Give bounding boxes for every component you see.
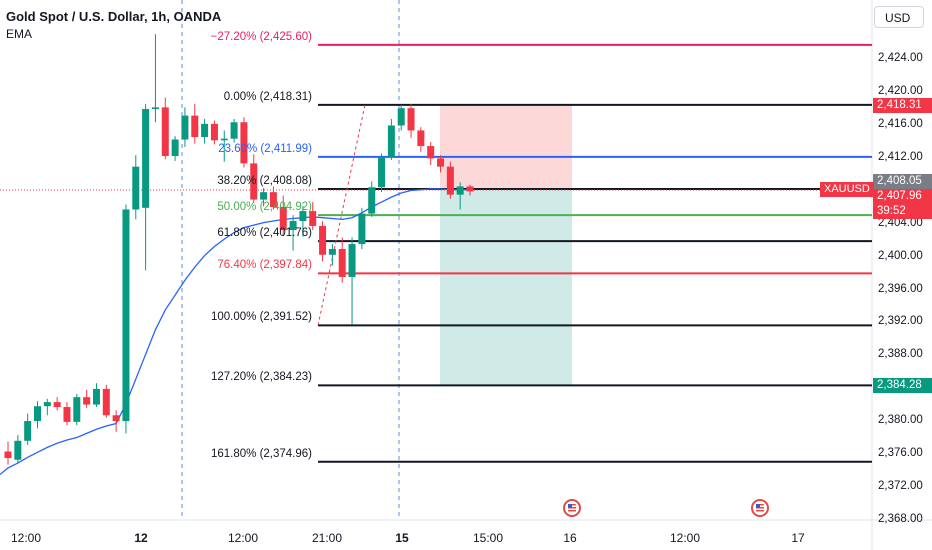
price-tick-label: 2,392.00: [878, 315, 923, 328]
candle-down: [191, 115, 199, 138]
candle-down: [446, 166, 454, 195]
price-tick-label: 2,372.00: [878, 480, 923, 493]
candle-up: [289, 220, 297, 231]
stop-loss-zone: [440, 104, 572, 190]
candle-down: [466, 186, 474, 192]
fib-level-label: −27.20% (2,425.60): [210, 30, 312, 43]
time-tick-label: 15: [395, 531, 409, 545]
indicator-label[interactable]: EMA: [6, 27, 33, 41]
candle-up: [260, 192, 268, 200]
ema-line: [0, 188, 471, 476]
time-tick-label: 21:00: [311, 531, 343, 545]
candle-down: [407, 108, 415, 131]
price-tick-label: 2,376.00: [878, 447, 923, 460]
candle-up: [220, 138, 228, 141]
candle-down: [83, 397, 91, 405]
candle-up: [201, 123, 209, 138]
fib-level-label: 127.20% (2,384.23): [210, 371, 312, 384]
candle-down: [53, 402, 61, 408]
price-tick-label: 2,424.00: [878, 52, 923, 64]
fib-level-label: 100.00% (2,391.52): [210, 311, 312, 324]
us-flag-event-icon[interactable]: [563, 499, 581, 517]
entry-price-tag: 2,408.05: [873, 174, 932, 190]
target-price-tag: 2,384.28: [873, 377, 932, 393]
candle-up: [73, 397, 81, 422]
fib-level-label: 161.80% (2,374.96): [210, 447, 312, 460]
candle-up: [299, 211, 307, 221]
price-tick-label: 2,396.00: [878, 282, 923, 295]
candle-down: [210, 123, 218, 141]
symbol-price-tag: XAUUSD: [820, 182, 874, 197]
candle-up: [348, 244, 356, 277]
candle-up: [456, 186, 464, 195]
price-tick-label: 2,412.00: [878, 150, 923, 163]
fib-level-label: 38.20% (2,408.08): [217, 175, 312, 188]
candle-down: [240, 122, 248, 164]
time-tick-label: 12: [134, 531, 148, 545]
price-tick-label: 2,416.00: [878, 117, 923, 130]
candle-down: [279, 207, 287, 231]
candle-up: [151, 107, 159, 110]
time-tick-label: 17: [791, 531, 805, 545]
price-tick-label: 2,404.00: [878, 216, 923, 229]
candle-down: [319, 225, 327, 255]
candle-up: [33, 406, 41, 422]
candle-up: [142, 109, 150, 208]
current-price-value: 2,407.96: [877, 190, 922, 203]
candle-down: [338, 248, 346, 277]
fib-level-label: 76.40% (2,397.84): [217, 259, 312, 272]
candle-down: [309, 211, 317, 226]
candle-down: [417, 130, 425, 147]
candle-down: [112, 415, 120, 422]
candle-up: [43, 402, 51, 407]
candle-down: [102, 388, 110, 416]
price-tick-label: 2,400.00: [878, 249, 923, 262]
candle-up: [92, 388, 100, 405]
time-tick-label: 15:00: [472, 531, 504, 545]
candle-up: [387, 125, 395, 157]
fib-level-label: 50.00% (2,404.92): [217, 201, 312, 214]
candle-up: [122, 209, 130, 422]
candle-up: [397, 108, 405, 126]
candle-up: [230, 122, 238, 139]
candle-up: [328, 248, 336, 255]
candle-up: [24, 421, 32, 441]
take-profit-zone: [440, 189, 572, 385]
fib-level-label: 0.00% (2,418.31): [223, 90, 312, 103]
candle-down: [4, 451, 12, 459]
price-tick-label: 2,420.00: [878, 84, 923, 97]
fib-trend-line: [317, 104, 366, 326]
candle-down: [269, 192, 277, 208]
symbol-title[interactable]: Gold Spot / U.S. Dollar, 1h, OANDA: [6, 9, 222, 24]
candle-up: [358, 213, 366, 245]
candle-up: [181, 115, 189, 140]
candle-down: [161, 107, 169, 156]
time-tick-label: 12:00: [10, 531, 42, 545]
candle-down: [250, 163, 258, 200]
fib-level-label: 23.60% (2,411.99): [218, 142, 312, 155]
candle-down: [63, 407, 71, 422]
price-tick-label: 2,368.00: [878, 513, 923, 525]
price-tick-label: 2,380.00: [878, 414, 923, 427]
time-tick-label: 12:00: [227, 531, 259, 545]
candle-up: [171, 139, 179, 156]
price-tick-label: 2,388.00: [878, 348, 923, 361]
time-tick-label: 12:00: [669, 531, 701, 545]
chart-legend: Gold Spot / U.S. Dollar, 1h, OANDA EMA: [6, 9, 221, 42]
candle-up: [132, 166, 140, 210]
time-tick-label: 16: [563, 531, 577, 545]
candle-down: [437, 158, 445, 167]
candle-timer: 39:52: [877, 205, 906, 218]
candle-up: [14, 440, 22, 460]
currency-button[interactable]: USD: [874, 6, 924, 28]
stop-price-tag: 2,418.31: [873, 97, 932, 113]
candle-down: [427, 146, 435, 159]
us-flag-event-icon[interactable]: [751, 499, 769, 517]
fib-level-label: 61.80% (2,401.76): [217, 227, 312, 240]
candle-up: [378, 156, 386, 188]
candle-up: [368, 187, 376, 214]
current-price-tag: 2,407.96 39:52: [873, 189, 932, 220]
